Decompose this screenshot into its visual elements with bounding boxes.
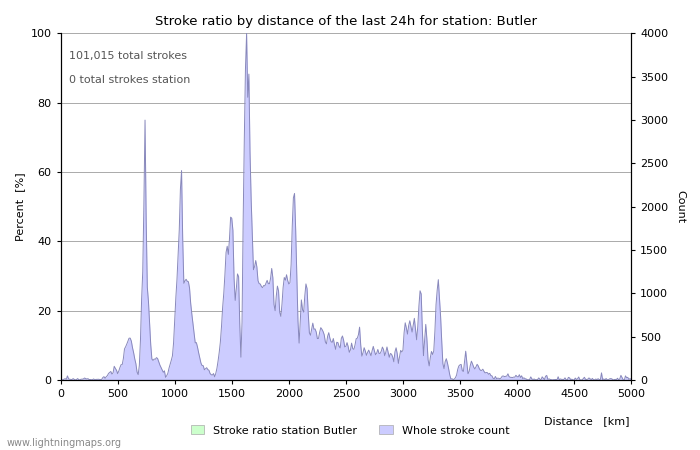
Legend: Stroke ratio station Butler, Whole stroke count: Stroke ratio station Butler, Whole strok… bbox=[186, 421, 514, 440]
Y-axis label: Percent  [%]: Percent [%] bbox=[15, 172, 25, 241]
Y-axis label: Count: Count bbox=[675, 190, 685, 223]
Text: 101,015 total strokes: 101,015 total strokes bbox=[69, 51, 187, 61]
Text: Distance   [km]: Distance [km] bbox=[545, 416, 630, 426]
Title: Stroke ratio by distance of the last 24h for station: Butler: Stroke ratio by distance of the last 24h… bbox=[155, 15, 537, 28]
Text: www.lightningmaps.org: www.lightningmaps.org bbox=[7, 438, 122, 448]
Text: 0 total strokes station: 0 total strokes station bbox=[69, 75, 190, 85]
